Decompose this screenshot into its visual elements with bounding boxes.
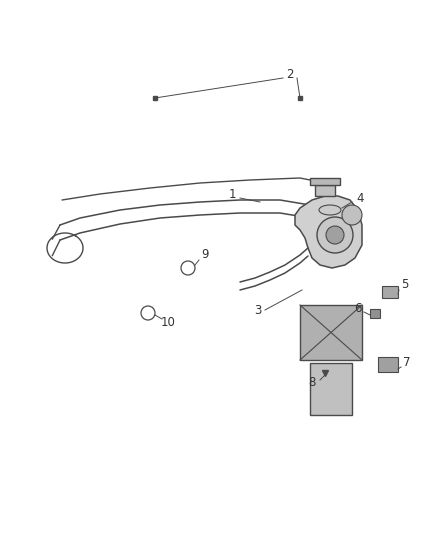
Text: 7: 7 — [403, 356, 411, 368]
Text: 5: 5 — [401, 279, 409, 292]
Text: 8: 8 — [308, 376, 316, 390]
Polygon shape — [295, 196, 362, 268]
Polygon shape — [315, 185, 335, 196]
Bar — [382, 286, 398, 298]
Circle shape — [317, 217, 353, 253]
Circle shape — [342, 205, 362, 225]
Bar — [378, 357, 398, 372]
Text: 1: 1 — [228, 189, 236, 201]
Ellipse shape — [319, 205, 341, 215]
Text: 2: 2 — [286, 69, 294, 82]
Circle shape — [326, 226, 344, 244]
Text: 6: 6 — [354, 302, 362, 314]
Polygon shape — [310, 178, 340, 185]
Text: 3: 3 — [254, 303, 261, 317]
Text: 4: 4 — [356, 191, 364, 205]
Bar — [310, 363, 352, 415]
Text: 9: 9 — [201, 248, 209, 262]
Bar — [370, 309, 380, 318]
Text: 10: 10 — [161, 317, 176, 329]
Bar — [300, 305, 362, 360]
